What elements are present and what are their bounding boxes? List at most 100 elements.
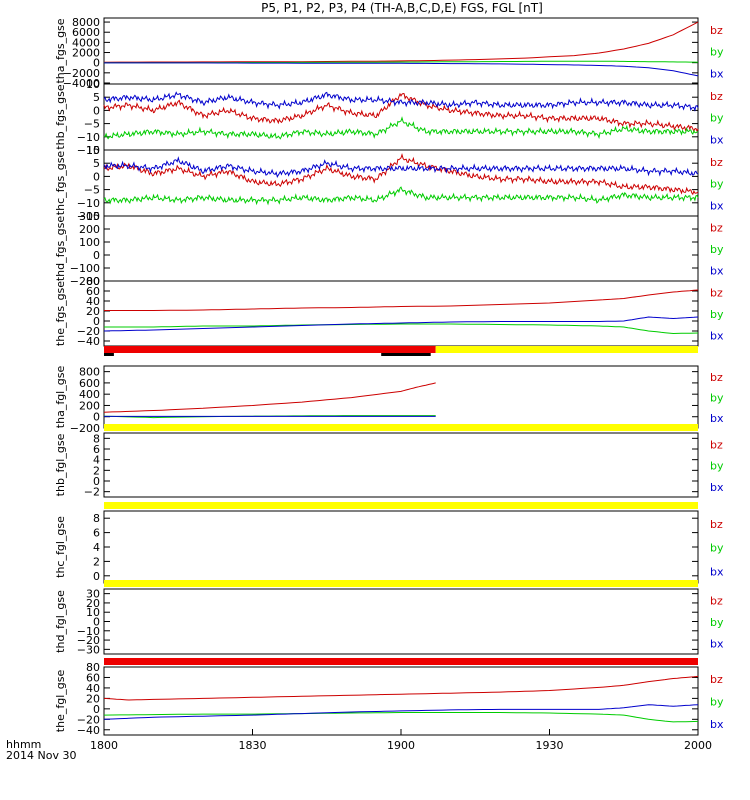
panel-ylabel: thb_fgs_gse (54, 84, 67, 150)
y-tick-label: −2000 (63, 67, 100, 80)
panel-thc_fgl_gse: 8 642 0 thc_fgl_gse bz by bx (54, 510, 724, 584)
y-tick-label: −30 (77, 643, 100, 656)
y-tick-label: −5 (84, 184, 100, 197)
mode-bar-mark (104, 353, 114, 356)
series-line-bx (103, 91, 699, 112)
y-tick-label: −10 (77, 197, 100, 210)
y-tick-label: −4000 (63, 77, 100, 90)
legend-by: by (710, 243, 724, 256)
x-tick-label: 1900 (387, 739, 415, 752)
legend-bz: bz (710, 518, 723, 531)
mode-bar-segment (435, 346, 698, 353)
y-tick-label: 800 (79, 366, 100, 379)
y-tick-label: 8 (93, 432, 100, 445)
legend-by: by (710, 696, 724, 709)
mode-bar-segment (104, 580, 698, 587)
panel-ylabel: tha_fgl_gse (54, 366, 67, 429)
panel-ylabel: the_fgs_gse (54, 281, 67, 346)
y-tick-label: −20 (77, 634, 100, 647)
series-line-bx (103, 156, 699, 178)
legend-bx: bx (710, 412, 724, 425)
y-tick-label: −2 (84, 486, 100, 499)
y-tick-label: 0 (93, 104, 100, 117)
y-tick-label: −20 (77, 325, 100, 338)
mode-bars (104, 346, 698, 665)
legend-bz: bz (710, 595, 723, 608)
series-line-by (103, 712, 699, 723)
time-axis-unit-label: hhmm (6, 738, 41, 751)
series-line-by (103, 116, 699, 140)
y-tick-label: 80 (86, 661, 100, 674)
legend-bz: bz (710, 222, 723, 235)
series-line-bx (103, 316, 699, 332)
series-line-bz (103, 21, 699, 63)
y-tick-label: 20 (86, 305, 100, 318)
y-tick-label: 4 (93, 541, 100, 554)
time-axis: 1800 1830 1900 1930 2000 (90, 729, 712, 752)
y-tick-label: 30 (86, 588, 100, 601)
series-line-by (104, 60, 699, 64)
legend-by: by (710, 112, 724, 125)
legend-bz: bz (710, 673, 723, 686)
y-tick-label: 400 (79, 388, 100, 401)
panel-frame (103, 83, 699, 151)
panel-frame (103, 215, 699, 282)
y-tick-label: 0 (93, 249, 100, 262)
y-tick-label: 40 (86, 295, 100, 308)
y-tick-label: 300 (79, 210, 100, 223)
y-tick-label: −20 (77, 713, 100, 726)
series-line-bz (104, 289, 699, 311)
y-tick-label: 2 (93, 555, 100, 568)
y-tick-label: 0 (93, 57, 100, 70)
mode-bar-segment (104, 502, 698, 509)
series-line-bz (103, 152, 699, 196)
series-line-bx (103, 704, 699, 720)
x-tick-label: 1830 (239, 739, 267, 752)
y-tick-label: 20 (86, 692, 100, 705)
y-tick-label: 4 (93, 454, 100, 467)
y-tick-label: 5 (93, 157, 100, 170)
panel-ylabel: thd_fgs_gse (54, 216, 67, 282)
time-axis-date-label: 2014 Nov 30 (6, 749, 76, 762)
y-tick-label: −40 (77, 335, 100, 348)
panel-ylabel: tha_fgs_gse (54, 18, 67, 83)
legend-bz: bz (710, 90, 723, 103)
legend-bx: bx (710, 199, 724, 212)
y-tick-label: 0 (93, 475, 100, 488)
series-line-bz (103, 382, 436, 413)
x-tick-label: 1930 (536, 739, 564, 752)
y-tick-label: 8000 (72, 16, 100, 29)
y-tick-label: 6 (93, 527, 100, 540)
y-tick-label: 200 (79, 223, 100, 236)
y-tick-label: 0 (93, 703, 100, 716)
legend-bx: bx (710, 330, 724, 343)
y-tick-label: −200 (70, 275, 100, 288)
y-tick-label: 2 (93, 464, 100, 477)
legend-by: by (710, 178, 724, 191)
y-tick-label: 6000 (72, 26, 100, 39)
y-tick-label: 8 (93, 512, 100, 525)
mode-bar-segment (104, 346, 436, 353)
y-tick-label: 0 (93, 570, 100, 583)
legend-by: by (710, 460, 724, 473)
panel-ylabel: thd_fgl_gse (54, 590, 67, 653)
y-tick-label: 600 (79, 377, 100, 390)
y-tick-label: −40 (77, 724, 100, 737)
y-tick-label: 10 (86, 144, 100, 157)
legend-bx: bx (710, 133, 724, 146)
panel-frame (103, 510, 699, 584)
legend-bz: bz (710, 287, 723, 300)
y-tick-label: −10 (77, 131, 100, 144)
panel-ylabel: thc_fgs_gse (54, 151, 67, 216)
legend-bz: bz (710, 371, 723, 384)
legend-bz: bz (710, 156, 723, 169)
y-tick-label: 200 (79, 399, 100, 412)
legend-by: by (710, 392, 724, 405)
